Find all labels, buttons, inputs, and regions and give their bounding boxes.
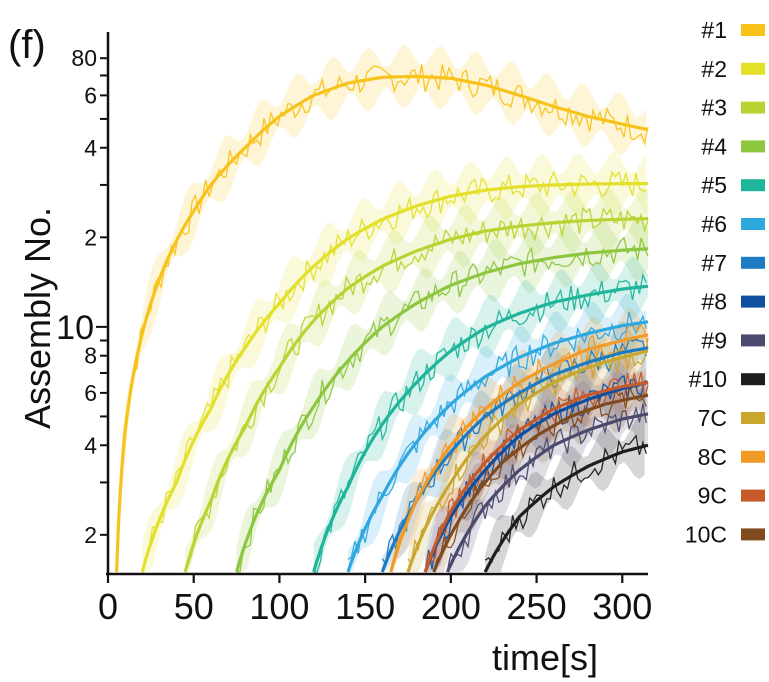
band-n7 <box>382 321 645 572</box>
legend-label: 9C <box>698 483 727 509</box>
legend-swatch <box>741 140 765 153</box>
legend-swatch <box>741 450 765 463</box>
legend-label: #2 <box>701 56 727 82</box>
fit-curve-n4 <box>235 247 649 573</box>
band-n9 <box>447 382 648 572</box>
fit-curve-n1 <box>115 74 649 573</box>
legend-swatch <box>741 334 765 347</box>
y-tick-label: 6 <box>84 380 97 406</box>
band-n5 <box>313 256 648 572</box>
raw-trace-n9 <box>446 403 647 571</box>
band-n1 <box>116 44 647 573</box>
panel-label: (f) <box>8 23 46 67</box>
fit-curve-10C <box>432 393 649 573</box>
legend-label: #10 <box>689 366 727 392</box>
band-n6 <box>348 293 647 572</box>
legend-label: #7 <box>701 250 727 276</box>
axes: 0 50 100 150 200 250 300 2 4 6 810 2 4 6 80 <box>56 32 652 627</box>
legend-label: #9 <box>701 327 727 353</box>
legend-swatch <box>741 489 765 502</box>
legend-swatch <box>741 62 765 75</box>
band-n3 <box>185 187 648 572</box>
legend-swatch <box>741 179 765 192</box>
legend: #1 #2 #3 #4 #5 #6 #7 #8 #9 #10 7C 8C 9C 10C <box>685 17 765 547</box>
fit-curve-n3 <box>183 217 648 573</box>
x-tick-label: 50 <box>174 586 214 627</box>
legend-label: #8 <box>701 289 727 315</box>
legend-label: #6 <box>701 211 727 237</box>
legend-label: #5 <box>701 172 727 198</box>
fit-curve-n10 <box>483 443 649 573</box>
y-tick-label: 10 <box>56 309 94 347</box>
legend-label: 10C <box>685 521 727 547</box>
band-10C <box>433 369 645 572</box>
y-tick-label: 4 <box>84 135 97 161</box>
x-axis-title: time[s] <box>492 637 598 678</box>
raw-trace-n3 <box>184 206 649 573</box>
raw-trace-n4 <box>236 236 649 573</box>
fit-curve-n8 <box>423 380 649 573</box>
fit-curve-9C <box>423 380 649 573</box>
legend-swatch <box>741 24 765 36</box>
legend-label: 8C <box>698 444 727 470</box>
y-tick-label: 2 <box>84 224 97 250</box>
x-tick-label: 0 <box>98 586 118 627</box>
legend-swatch <box>741 101 765 114</box>
x-tick-label: 250 <box>507 586 567 627</box>
fit-curve-n6 <box>346 320 649 573</box>
x-tick-label: 100 <box>249 586 309 627</box>
legend-swatch <box>741 373 765 386</box>
legend-swatch <box>741 295 765 308</box>
legend-swatch <box>741 528 765 541</box>
raw-trace-10C <box>433 383 647 573</box>
fit-curves <box>115 74 649 573</box>
legend-swatch <box>741 218 765 230</box>
y-tick-label: 8 <box>84 343 97 369</box>
fit-curve-n2 <box>140 182 648 573</box>
y-axis-title: Assembly No. <box>17 207 58 429</box>
y-tick-label: 80 <box>71 45 97 71</box>
raw-trace-n2 <box>141 170 647 573</box>
x-tick-label: 300 <box>592 586 652 627</box>
y-tick-label: 4 <box>84 432 97 458</box>
legend-swatch <box>741 256 765 269</box>
legend-label: #3 <box>701 95 727 121</box>
legend-label: #1 <box>701 17 727 43</box>
legend-label: 7C <box>698 405 727 431</box>
raw-trace-n1 <box>115 64 649 573</box>
raw-trace-n10 <box>484 434 647 563</box>
fit-curve-n5 <box>312 284 649 573</box>
y-tick-label: 6 <box>84 82 97 108</box>
fit-curve-7C <box>406 349 649 573</box>
x-tick-label: 150 <box>335 586 395 627</box>
band-n2 <box>142 152 647 572</box>
fit-curve-n9 <box>445 412 649 573</box>
legend-label: #4 <box>701 133 727 159</box>
legend-swatch <box>741 412 765 424</box>
fit-curve-8C <box>389 333 649 573</box>
y-tick-label: 2 <box>84 522 97 548</box>
x-tick-label: 200 <box>421 586 481 627</box>
